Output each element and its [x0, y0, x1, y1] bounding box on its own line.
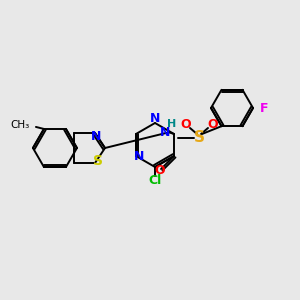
Text: N: N — [91, 130, 101, 142]
Text: N: N — [160, 125, 170, 139]
Text: S: S — [93, 154, 103, 168]
Text: O: O — [181, 118, 191, 131]
Text: F: F — [260, 101, 269, 115]
Text: O: O — [208, 118, 218, 131]
Text: Cl: Cl — [148, 175, 162, 188]
Text: CH₃: CH₃ — [11, 120, 30, 130]
Text: N: N — [150, 112, 160, 125]
Text: O: O — [155, 164, 165, 176]
Text: H: H — [167, 119, 177, 129]
Text: S: S — [194, 130, 205, 146]
Text: N: N — [134, 149, 144, 163]
